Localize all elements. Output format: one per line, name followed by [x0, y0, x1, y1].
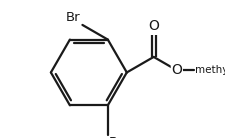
Text: Br: Br: [108, 136, 123, 138]
Text: Br: Br: [65, 10, 80, 24]
Text: O: O: [171, 63, 182, 77]
Text: methyl: methyl: [194, 65, 225, 75]
Text: O: O: [148, 19, 158, 33]
